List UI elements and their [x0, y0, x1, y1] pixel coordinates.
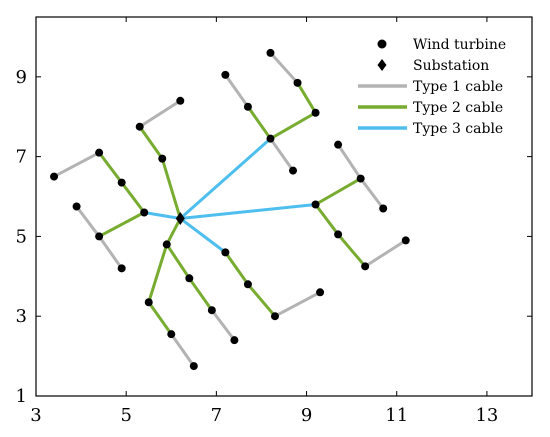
type-2-cable: [138, 125, 164, 160]
x-tick-label: 11: [385, 405, 408, 426]
wind-turbine-point: [185, 274, 194, 283]
type-2-cable: [98, 211, 145, 238]
substation-point: [175, 211, 185, 225]
wind-turbine-point: [311, 108, 320, 117]
wind-turbine-point: [334, 140, 343, 149]
wind-turbine-point: [95, 232, 104, 241]
type-1-cable: [336, 143, 362, 180]
type-2-cable: [165, 243, 191, 280]
type-2-cable: [120, 181, 146, 214]
type-1-cable: [210, 309, 236, 342]
substation-layer: [175, 211, 185, 225]
type-1-cable: [75, 205, 101, 238]
type-2-cable: [269, 111, 317, 140]
turbine-layer: [50, 48, 410, 371]
wind-turbine-point: [334, 230, 343, 239]
type-3-cable: [179, 217, 227, 254]
legend-label: Type 3 cable: [413, 121, 503, 137]
wind-turbine-point: [50, 172, 59, 181]
wind-turbine-point: [243, 280, 252, 289]
y-tick-label: 5: [16, 226, 27, 247]
wind-turbine-point: [379, 204, 388, 213]
legend-label: Type 2 cable: [413, 100, 503, 116]
wind-turbine-point: [176, 96, 185, 105]
wind-turbine-point: [401, 236, 410, 245]
type-2-cable: [97, 151, 123, 184]
plot-frame: [35, 16, 533, 397]
type-2-cable: [224, 251, 250, 286]
x-axis: 3 5 7 9 11 13: [30, 17, 498, 426]
wind-turbine-point: [270, 312, 279, 321]
wind-turbine-point: [266, 48, 275, 57]
wind-turbine-point: [243, 102, 252, 111]
type-1-cable: [269, 137, 295, 172]
type-2-cable: [188, 277, 214, 312]
type-2-cable: [314, 203, 340, 236]
wind-turbine-point: [207, 306, 216, 315]
wind-turbine-point: [135, 122, 144, 131]
wind-turbine-point: [117, 178, 126, 187]
type-3-cable: [179, 137, 272, 220]
legend-label: Type 1 cable: [413, 79, 503, 95]
wind-turbine-point: [221, 70, 230, 79]
wind-turbine-point: [72, 202, 81, 211]
type-2-cable: [160, 158, 182, 219]
legend: Wind turbine Substation Type 1 cable Type 2…: [358, 37, 506, 137]
wind-turbine-point: [230, 336, 239, 345]
wind-turbine-point: [162, 240, 171, 249]
type-2-cable: [246, 105, 272, 140]
type-3-cable: [180, 203, 316, 220]
type-3-cable: [143, 211, 181, 220]
x-tick-label: 3: [30, 405, 41, 426]
y-tick-label: 3: [16, 306, 27, 327]
wind-turbine-point: [289, 166, 298, 175]
wind-turbine-point: [167, 330, 176, 339]
type-2-cable: [246, 283, 277, 318]
type-1-cable: [170, 333, 196, 367]
type-2-cable: [314, 177, 362, 206]
legend-label: Wind turbine: [413, 37, 506, 53]
type-1-cable: [364, 239, 407, 268]
legend-label: Substation: [413, 58, 489, 74]
wind-turbine-point: [95, 148, 104, 157]
type-2-cable: [165, 217, 182, 246]
type-1-cable: [359, 177, 385, 210]
type-1-cable: [274, 290, 321, 318]
legend-turbine-marker: [377, 39, 387, 49]
type-1-cable: [97, 235, 123, 270]
wind-turbine-point: [356, 174, 365, 183]
wind-turbine-point: [140, 208, 149, 217]
wind-turbine-point: [293, 78, 302, 87]
y-tick-label: 1: [16, 386, 27, 407]
x-tick-label: 9: [301, 405, 312, 426]
type-2-cable: [296, 82, 317, 114]
wind-turbine-point: [316, 288, 325, 297]
wind-turbine-point: [144, 298, 153, 307]
type-2-cable: [147, 243, 169, 303]
wind-turbine-point: [361, 262, 370, 271]
x-tick-label: 7: [211, 405, 222, 426]
wind-turbine-point: [266, 134, 275, 143]
y-tick-label: 9: [16, 67, 27, 88]
legend-substation-marker: [377, 59, 387, 71]
type-2-cable: [147, 301, 173, 336]
cable-layer: [53, 51, 407, 367]
y-tick-label: 7: [16, 147, 27, 168]
wind-turbine-point: [117, 264, 126, 273]
type-1-cable: [53, 151, 100, 178]
type-1-cable: [224, 73, 250, 108]
type-1-cable: [138, 99, 182, 128]
y-axis: 1 3 5 7 9: [16, 67, 532, 407]
wind-turbine-point: [189, 362, 198, 371]
x-tick-label: 5: [120, 405, 131, 426]
type-1-cable: [269, 51, 299, 84]
wind-turbine-point: [158, 154, 167, 163]
wind-turbine-point: [221, 248, 230, 257]
wind-turbine-point: [311, 200, 320, 209]
type-2-cable: [336, 233, 367, 268]
x-tick-label: 13: [475, 405, 498, 426]
